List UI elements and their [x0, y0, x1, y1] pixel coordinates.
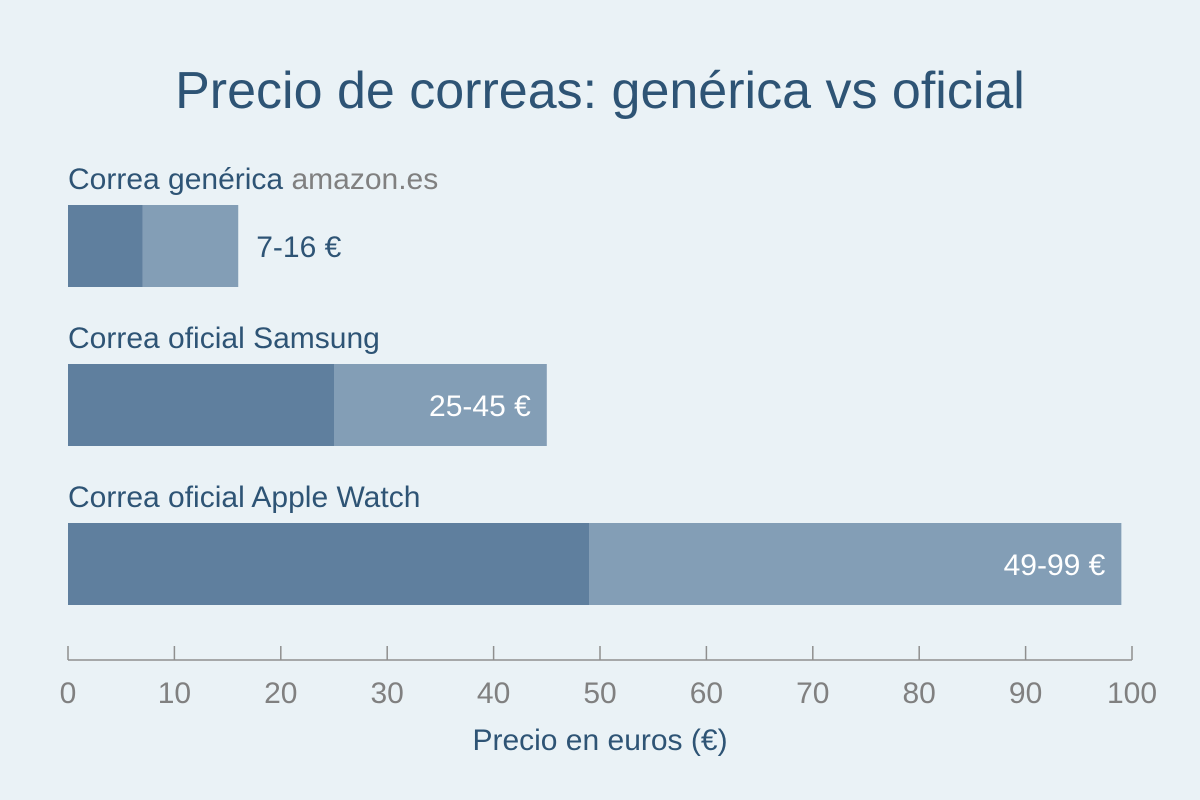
- category-name: Correa oficial Apple Watch: [68, 481, 420, 514]
- x-tick-label: 70: [796, 677, 829, 710]
- x-tick-label: 50: [583, 677, 616, 710]
- value-label: 49-99 €: [1004, 549, 1106, 582]
- category-name: Correa oficial Samsung: [68, 322, 380, 355]
- value-label: 7-16 €: [256, 231, 341, 264]
- x-tick-label: 20: [264, 677, 297, 710]
- bar-segment-min: [68, 364, 334, 446]
- chart-title: Precio de correas: genérica vs oficial: [175, 62, 1025, 120]
- bar-segment-range: [142, 205, 239, 287]
- x-tick-label: 80: [903, 677, 936, 710]
- category-label: Correa genérica amazon.es: [68, 163, 438, 196]
- bar-segment-range: [589, 523, 1122, 605]
- x-tick-label: 40: [477, 677, 510, 710]
- bar-segment-min: [68, 205, 143, 287]
- x-tick-label: 100: [1107, 677, 1157, 710]
- bar-group-correa-oficial-apple-watch: Correa oficial Apple Watch 49-99 €: [68, 481, 1122, 605]
- category-label: Correa oficial Apple Watch: [68, 481, 420, 514]
- bar-segment-range: [334, 364, 547, 446]
- x-tick-label: 90: [1009, 677, 1042, 710]
- x-tick-label: 0: [60, 677, 77, 710]
- value-label: 25-45 €: [429, 390, 531, 423]
- category-label: Correa oficial Samsung: [68, 322, 380, 355]
- bar-segment-min: [68, 523, 590, 605]
- bar-group-correa-generica: Correa genérica amazon.es 7-16 €: [68, 163, 438, 287]
- category-source: amazon.es: [283, 163, 438, 196]
- x-tick-label: 60: [690, 677, 723, 710]
- x-tick-label: 10: [158, 677, 191, 710]
- bars-layer: Correa genérica amazon.es 7-16 € Correa of…: [68, 163, 1122, 605]
- category-name: Correa genérica: [68, 163, 283, 196]
- x-axis-label: Precio en euros (€): [472, 724, 727, 757]
- bar-group-correa-oficial-samsung: Correa oficial Samsung 25-45 €: [68, 322, 547, 446]
- x-axis: 0 10 20 30 40 50 60 70 80 90 100: [60, 646, 1157, 710]
- x-tick-label: 30: [371, 677, 404, 710]
